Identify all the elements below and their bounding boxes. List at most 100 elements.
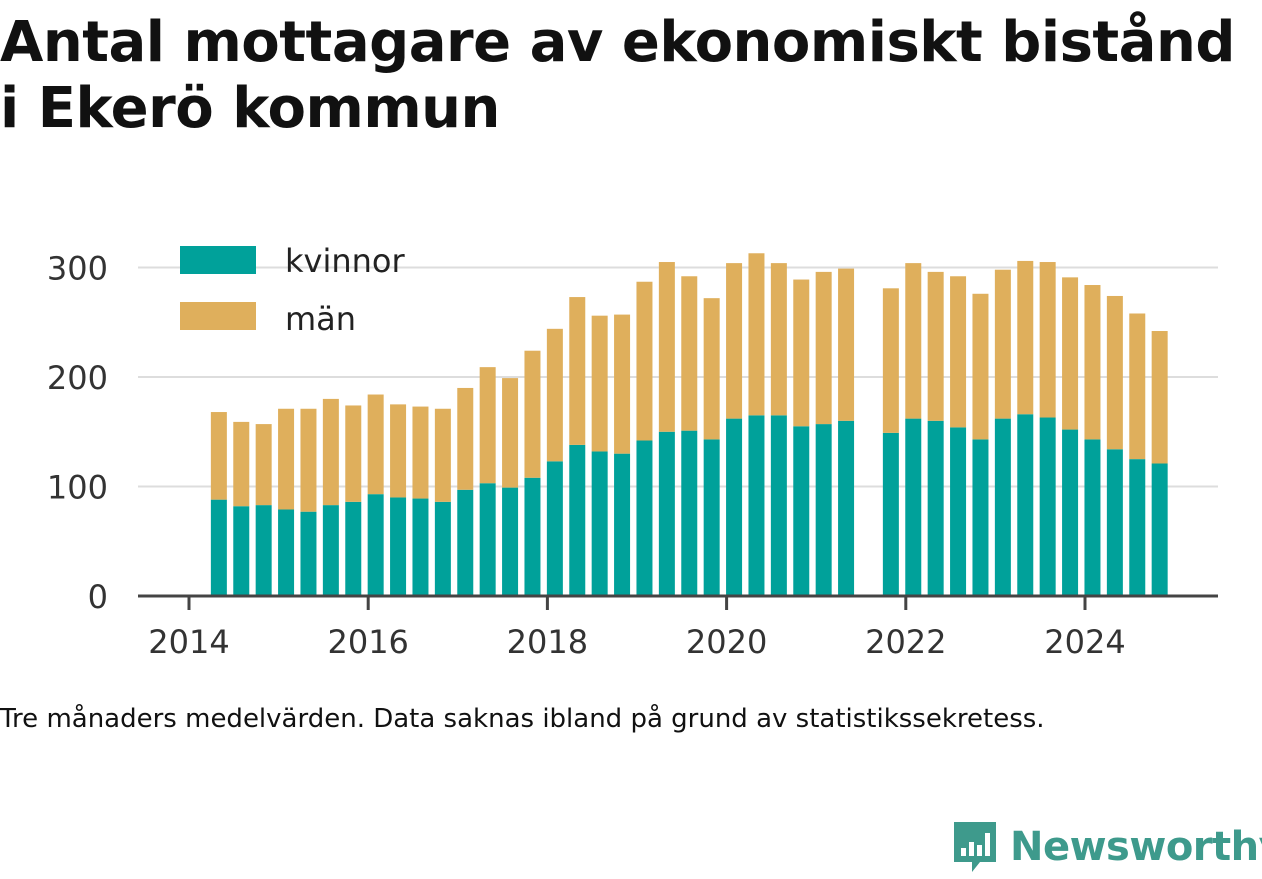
bar-man <box>1151 331 1168 464</box>
bar-kvinnor <box>905 418 922 596</box>
bar-kvinnor <box>255 505 272 596</box>
bar-man <box>546 328 563 462</box>
bar-man <box>390 404 407 498</box>
legend-label-kvinnor: kvinnor <box>285 242 406 280</box>
bar-kvinnor <box>1062 429 1079 596</box>
bar-kvinnor <box>1106 449 1123 596</box>
bar-kvinnor <box>457 489 474 596</box>
bar-kvinnor <box>524 477 541 596</box>
bar-man <box>770 263 787 416</box>
bar-man <box>479 367 496 484</box>
y-tick-label: 0 <box>88 578 108 616</box>
bar-kvinnor <box>703 439 720 596</box>
bar-kvinnor <box>412 498 429 596</box>
legend-swatch-man <box>180 302 256 330</box>
bar-man <box>658 262 675 432</box>
bar-man <box>950 276 967 428</box>
x-tick-label: 2018 <box>507 623 588 661</box>
bar-man <box>636 281 653 441</box>
y-tick-label: 300 <box>47 250 108 288</box>
bar-man <box>614 314 631 454</box>
bar-man <box>1062 277 1079 430</box>
axes: 0 100 200 300 2014 2016 2018 2020 2022 2024 <box>47 250 1218 661</box>
chart-caption: Tre månaders medelvärden. Data saknas ib… <box>0 704 1045 734</box>
bar-kvinnor <box>546 461 563 596</box>
bar-man <box>322 398 339 506</box>
bar-man <box>793 279 810 427</box>
bar-kvinnor <box>434 501 451 596</box>
bar-man <box>300 408 317 512</box>
stacked-bar-chart: 0 100 200 300 2014 2016 2018 2020 2022 2024 kvinn… <box>47 242 1218 661</box>
bar-kvinnor <box>345 501 362 596</box>
bar-kvinnor <box>681 430 698 596</box>
bar-kvinnor <box>994 418 1011 596</box>
bar-man <box>1017 260 1034 415</box>
gridlines <box>138 266 1218 488</box>
bar-kvinnor <box>300 511 317 596</box>
bar-man <box>457 387 474 490</box>
bar-kvinnor <box>636 440 653 596</box>
bar-man <box>591 315 608 452</box>
bar-kvinnor <box>210 499 227 596</box>
bar-man <box>434 408 451 502</box>
y-tick-label: 100 <box>47 469 108 507</box>
bar-man <box>233 421 250 507</box>
bar-man <box>569 297 586 445</box>
bar-kvinnor <box>502 487 519 596</box>
bar-kvinnor <box>390 497 407 596</box>
x-tick-label: 2020 <box>686 623 767 661</box>
x-tick-label: 2024 <box>1044 623 1125 661</box>
bar-kvinnor <box>950 427 967 596</box>
bar-man <box>882 288 899 433</box>
bar-man <box>255 424 272 506</box>
bar-kvinnor <box>748 415 765 596</box>
bar-man <box>972 293 989 440</box>
bar-kvinnor <box>367 494 384 596</box>
bar-kvinnor <box>793 426 810 596</box>
bar-man <box>524 350 541 478</box>
bar-man <box>412 406 429 499</box>
bar-man <box>345 405 362 502</box>
bar-man <box>278 408 295 510</box>
bar-man <box>681 276 698 431</box>
bar-man <box>838 268 855 421</box>
bar-man <box>1106 295 1123 450</box>
bar-kvinnor <box>770 415 787 596</box>
bar-kvinnor <box>614 453 631 596</box>
legend-swatch-kvinnor <box>180 246 256 274</box>
bar-kvinnor <box>1039 417 1056 596</box>
brand-logo: Newsworthy <box>950 818 1262 876</box>
bar-man <box>1129 313 1146 460</box>
bar-man <box>927 271 944 421</box>
bar-man <box>726 263 743 419</box>
legend-label-man: män <box>285 300 356 338</box>
bar-kvinnor <box>1017 414 1034 596</box>
bar-kvinnor <box>838 420 855 596</box>
bars <box>210 253 1168 596</box>
bar-kvinnor <box>726 418 743 596</box>
bar-kvinnor <box>233 506 250 596</box>
legend: kvinnor män <box>180 242 406 338</box>
bar-man <box>1084 285 1101 440</box>
bar-kvinnor <box>927 420 944 596</box>
x-tick-label: 2022 <box>865 623 946 661</box>
brand-name: Newsworthy <box>1010 824 1262 870</box>
bar-kvinnor <box>882 432 899 596</box>
bar-man <box>748 253 765 416</box>
bar-man <box>210 412 227 500</box>
bar-kvinnor <box>1129 459 1146 596</box>
y-tick-label: 200 <box>47 359 108 397</box>
bar-man <box>905 263 922 419</box>
bar-kvinnor <box>1151 463 1168 596</box>
bar-man <box>703 298 720 440</box>
bar-man <box>815 271 832 425</box>
bar-kvinnor <box>1084 439 1101 596</box>
bar-kvinnor <box>658 431 675 596</box>
bar-man <box>994 269 1011 419</box>
chart-title: Antal mottagare av ekonomiskt bistånd i … <box>0 10 1235 141</box>
bar-man <box>502 378 519 488</box>
newsworthy-logo-icon <box>954 822 996 872</box>
bar-kvinnor <box>815 424 832 596</box>
bar-kvinnor <box>569 444 586 596</box>
bar-kvinnor <box>972 439 989 596</box>
